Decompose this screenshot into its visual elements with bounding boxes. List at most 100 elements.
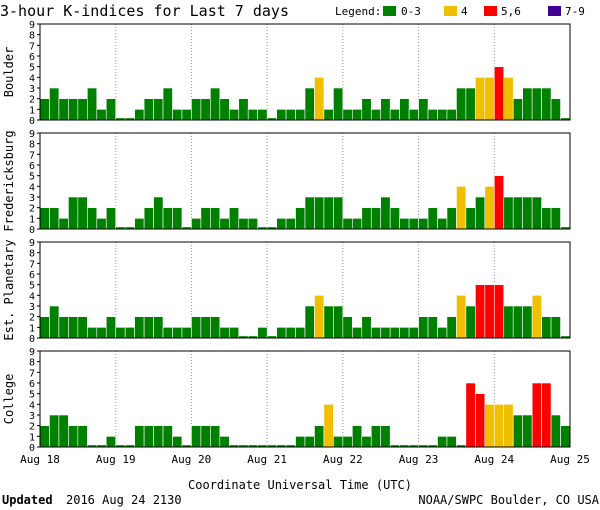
k-index-bar <box>49 87 60 121</box>
x-tick-label: Aug 24 <box>474 453 514 466</box>
k-index-bar <box>541 207 552 230</box>
k-index-bar <box>314 425 325 448</box>
y-tick-label: 3 <box>29 411 35 422</box>
k-index-bar <box>295 436 306 448</box>
k-index-bar <box>68 316 79 339</box>
k-index-bar <box>68 425 79 448</box>
y-tick-label: 7 <box>29 368 35 379</box>
k-index-bar <box>87 327 98 339</box>
k-index-bar <box>200 98 211 121</box>
k-index-bar <box>96 327 107 339</box>
k-index-bar <box>550 98 561 121</box>
k-index-bar <box>399 218 410 230</box>
k-index-bar <box>219 98 230 121</box>
y-tick-label: 0 <box>29 334 35 345</box>
y-tick-label: 9 <box>29 347 35 358</box>
k-index-bar <box>380 196 391 230</box>
k-index-bar <box>541 316 552 339</box>
k-index-bar <box>512 305 523 339</box>
legend-label: Legend: <box>335 5 381 18</box>
panel-frame <box>39 23 571 121</box>
k-index-bar <box>276 109 287 121</box>
k-index-bar <box>465 305 476 339</box>
k-index-bar <box>408 109 419 121</box>
y-tick-label: 6 <box>29 379 35 390</box>
k-index-bar <box>172 436 183 448</box>
k-index-bar <box>380 327 391 339</box>
k-index-bar <box>427 207 438 230</box>
k-index-bar <box>162 327 173 339</box>
k-index-bar <box>418 98 429 121</box>
k-index-bar <box>484 404 495 448</box>
station-label: Boulder <box>2 47 16 98</box>
y-tick-label: 9 <box>29 20 35 31</box>
k-index-bar <box>475 284 486 339</box>
k-index-bar <box>210 87 221 121</box>
k-index-bar <box>399 327 410 339</box>
k-index-bar <box>550 207 561 230</box>
k-index-bar <box>361 436 372 448</box>
y-tick-label: 4 <box>29 291 35 302</box>
y-tick-label: 8 <box>29 358 35 369</box>
k-index-bar <box>418 316 429 339</box>
y-tick-label: 0 <box>29 443 35 454</box>
k-index-bar <box>465 87 476 121</box>
k-index-bar <box>191 316 202 339</box>
k-index-bar <box>503 196 514 230</box>
k-index-bar <box>512 196 523 230</box>
k-index-bar <box>191 218 202 230</box>
k-index-bar <box>352 327 363 339</box>
k-index-bar <box>115 327 126 339</box>
k-index-bar <box>77 98 88 121</box>
k-index-bar <box>153 425 164 448</box>
k-index-bar <box>58 98 69 121</box>
k-index-bar <box>531 87 542 121</box>
k-index-bar <box>389 207 400 230</box>
k-index-bar <box>39 207 50 230</box>
k-index-bar <box>247 109 258 121</box>
k-index-bar <box>77 425 88 448</box>
k-index-bar <box>210 207 221 230</box>
k-index-bar <box>181 109 192 121</box>
k-index-bar <box>389 109 400 121</box>
k-index-bar <box>304 305 315 339</box>
panel-frame <box>39 350 571 448</box>
k-index-bar <box>531 382 542 448</box>
k-index-bar <box>361 98 372 121</box>
k-index-bar <box>475 196 486 230</box>
k-index-bar <box>247 218 258 230</box>
k-index-bar <box>323 109 334 121</box>
k-index-bar <box>342 436 353 448</box>
y-tick-label: 7 <box>29 150 35 161</box>
k-index-bar <box>105 207 117 230</box>
k-index-bar <box>96 218 107 230</box>
k-index-bar <box>456 87 467 121</box>
k-index-bar <box>276 327 287 339</box>
k-index-bar <box>522 87 533 121</box>
k-index-bar <box>541 87 552 121</box>
k-index-bar <box>143 207 154 230</box>
updated-value: 2016 Aug 24 2130 <box>66 493 182 507</box>
k-index-bar <box>427 109 438 121</box>
k-index-bar <box>475 393 486 448</box>
k-index-bar <box>285 218 296 230</box>
legend-swatch-4 <box>444 6 457 16</box>
legend-swatch-0-3 <box>383 6 396 16</box>
k-index-bar <box>437 218 448 230</box>
k-index-bar <box>162 207 173 230</box>
k-index-bar <box>58 218 69 230</box>
k-index-bar <box>370 207 382 230</box>
y-tick-label: 8 <box>29 249 35 260</box>
k-index-bar <box>437 327 448 339</box>
x-tick-label: Aug 23 <box>399 453 439 466</box>
k-index-bar <box>39 425 50 448</box>
k-index-bar <box>134 218 145 230</box>
k-index-bar <box>181 327 192 339</box>
k-index-bar <box>522 305 533 339</box>
k-index-bar <box>493 175 505 230</box>
k-index-bar <box>162 87 173 121</box>
k-index-bar <box>172 207 183 230</box>
k-index-bar <box>285 327 296 339</box>
